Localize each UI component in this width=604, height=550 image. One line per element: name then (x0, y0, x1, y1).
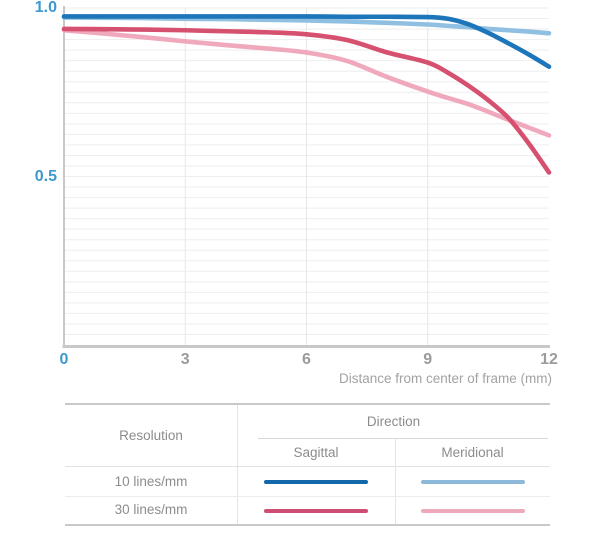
y-tick-label: 1.0 (34, 0, 57, 16)
direction-header-underline (258, 438, 548, 439)
series-30-sagittal (61, 26, 552, 175)
legend-row-label-10: 10 lines/mm (114, 473, 188, 489)
legend-row-label-30: 30 lines/mm (114, 502, 188, 517)
x-tick-label: 6 (302, 351, 311, 368)
legend-swatch-30-meridional-line (421, 509, 525, 513)
legend-direction-divider (395, 439, 396, 524)
series-30-meridional (61, 27, 552, 138)
mtf-plot (61, 6, 552, 348)
x-tick-label: 12 (540, 351, 558, 368)
legend-sagittal-header: Sagittal (293, 444, 339, 460)
chart-area: Distance from center of frame (mm) 0.5 1.… (34, 0, 558, 386)
legend-resolution-header: Resolution (119, 427, 183, 443)
x-axis-title: Distance from center of frame (mm) (338, 371, 552, 386)
series-10-sagittal (61, 14, 552, 69)
legend-table: Resolution Direction Sagittal Meridional… (65, 403, 550, 526)
legend-top-border (65, 403, 550, 405)
legend-column-divider (237, 405, 238, 524)
legend-direction-header: Direction (366, 413, 421, 429)
x-tick-label: 0 (59, 351, 69, 368)
legend-swatch-10-sagittal-line (264, 480, 368, 484)
y-tick-label: 0.5 (34, 167, 57, 185)
legend-swatch-10-meridional-line (421, 480, 525, 484)
legend-meridional-header: Meridional (441, 444, 504, 460)
legend-header-separator (65, 466, 550, 467)
legend-row-separator (65, 496, 550, 497)
x-tick-label: 3 (180, 351, 190, 368)
legend-swatch-30-sagittal-line (264, 509, 368, 513)
x-tick-label: 9 (423, 351, 433, 368)
legend-bottom-border (65, 524, 550, 526)
